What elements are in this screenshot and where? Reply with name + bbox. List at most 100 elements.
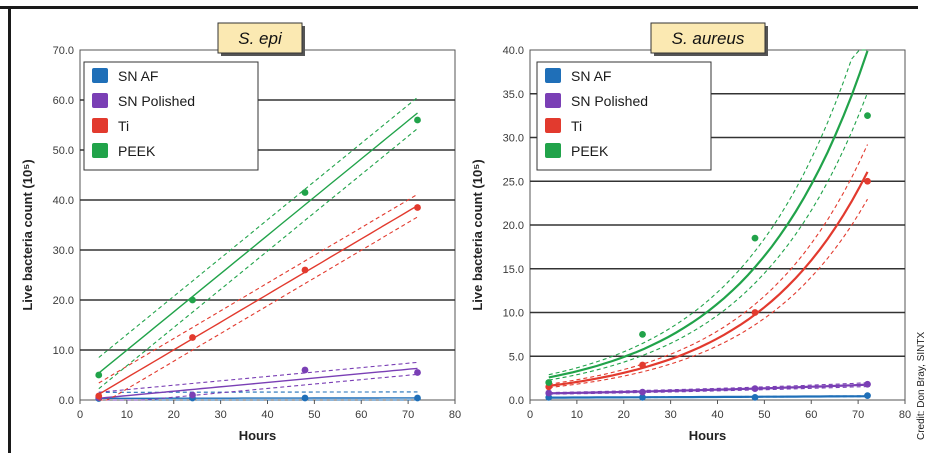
data-point <box>189 391 196 399</box>
x-tick-label: 40 <box>261 409 273 421</box>
x-tick-label: 10 <box>121 409 133 421</box>
data-point <box>189 296 196 304</box>
legend-label-sn-af: SN AF <box>118 68 158 84</box>
data-point <box>751 393 759 401</box>
data-point <box>189 334 196 341</box>
chart-title: S. epi <box>238 29 283 48</box>
data-point <box>751 385 759 393</box>
y-tick-label: 40.0 <box>53 195 74 207</box>
legend-label-peek: PEEK <box>571 143 609 159</box>
y-tick-label: 15.0 <box>503 264 524 276</box>
data-point <box>301 366 309 374</box>
x-tick-label: 60 <box>355 409 367 421</box>
y-tick-label: 60.0 <box>53 95 74 107</box>
data-point <box>95 392 103 400</box>
x-tick-label: 50 <box>758 409 770 421</box>
confidence-band-lower <box>98 373 418 401</box>
top-border <box>0 6 918 9</box>
chart-title: S. aureus <box>672 29 745 48</box>
legend-label-sn-af: SN AF <box>571 68 611 84</box>
confidence-band-lower <box>98 128 418 390</box>
data-point <box>414 369 421 376</box>
fit-line <box>98 112 418 374</box>
x-axis-title: Hours <box>689 428 727 443</box>
x-tick-label: 20 <box>618 409 630 421</box>
x-axis-title: Hours <box>239 428 277 443</box>
legend-label-sn-polished: SN Polished <box>118 93 195 109</box>
confidence-band-upper <box>98 96 418 358</box>
data-point <box>864 392 871 400</box>
y-tick-label: 5.0 <box>509 351 524 363</box>
legend-swatch-sn-af <box>545 68 561 83</box>
confidence-band-upper <box>98 193 418 384</box>
y-tick-label: 25.0 <box>503 176 524 188</box>
chart-s-aureus: 0.0 5.0 10.0 15.0 20.0 25.0 30.0 35.0 40.0 0 10 20 3… <box>470 22 911 443</box>
title-box <box>217 22 303 54</box>
legend-box <box>536 61 712 171</box>
y-tick-label: 10.0 <box>53 345 74 357</box>
fit-line <box>548 395 868 399</box>
series-peek <box>545 49 871 386</box>
left-border <box>8 6 11 453</box>
data-point <box>545 389 553 397</box>
fit-line <box>98 205 418 395</box>
data-point <box>864 177 871 185</box>
fit-line <box>98 367 418 399</box>
chart-s-epi: 0.0 10.0 20.0 30.0 40.0 50.0 60.0 70.0 0 10 20 30 40… <box>20 22 461 443</box>
x-tick-label: 40 <box>711 409 723 421</box>
series-ti <box>545 144 871 391</box>
data-point <box>639 393 646 401</box>
series-sn-af <box>545 392 871 401</box>
x-tick-label: 50 <box>308 409 320 421</box>
y-tick-label: 50.0 <box>53 145 74 157</box>
y-tick-label: 30.0 <box>53 245 74 257</box>
series-peek <box>95 96 421 390</box>
legend-swatch-peek <box>545 143 561 158</box>
title-box <box>650 22 766 54</box>
legend-swatch-sn-polished <box>92 93 108 108</box>
data-point <box>751 234 759 242</box>
data-point <box>864 380 871 388</box>
confidence-band-upper <box>98 361 418 393</box>
y-tick-label: 30.0 <box>503 133 524 145</box>
y-axis-title: Live bacteria count (10⁵) <box>470 159 485 310</box>
fit-line <box>548 50 869 379</box>
confidence-band-upper <box>548 49 868 376</box>
legend-swatch-sn-polished <box>545 93 561 108</box>
x-tick-label: 80 <box>899 409 911 421</box>
photo-credit: Credit: Don Bray, SINTX <box>916 331 927 440</box>
legend-swatch-sn-af <box>92 68 108 83</box>
legend-label-peek: PEEK <box>118 143 156 159</box>
legend-label-ti: Ti <box>118 118 129 134</box>
y-tick-label: 20.0 <box>53 295 74 307</box>
data-point <box>414 204 421 211</box>
confidence-band-lower <box>548 92 869 381</box>
y-tick-label: 40.0 <box>503 45 524 57</box>
x-tick-label: 60 <box>805 409 817 421</box>
fit-line <box>548 383 868 395</box>
data-point <box>414 394 421 402</box>
x-tick-label: 10 <box>571 409 583 421</box>
data-point <box>639 330 646 338</box>
confidence-band-lower <box>98 216 418 401</box>
data-point <box>639 361 646 369</box>
legend: SN AF SN Polished Ti PEEK <box>536 61 712 171</box>
legend-label-sn-polished: SN Polished <box>571 93 648 109</box>
x-tick-label: 20 <box>168 409 180 421</box>
confidence-band-lower <box>548 198 868 389</box>
x-tick-label: 0 <box>77 409 83 421</box>
x-tick-label: 30 <box>665 409 677 421</box>
data-point <box>301 189 309 196</box>
legend-label-ti: Ti <box>571 118 582 134</box>
y-tick-label: 20.0 <box>503 220 524 232</box>
y-tick-label: 70.0 <box>53 45 74 57</box>
data-point <box>414 116 421 124</box>
legend-swatch-peek <box>92 143 108 158</box>
series-sn-polished <box>545 380 871 397</box>
y-tick-label: 0.0 <box>59 395 74 407</box>
data-point <box>301 266 309 274</box>
y-tick-label: 0.0 <box>509 395 524 407</box>
x-tick-label: 70 <box>852 409 864 421</box>
x-tick-label: 70 <box>402 409 414 421</box>
